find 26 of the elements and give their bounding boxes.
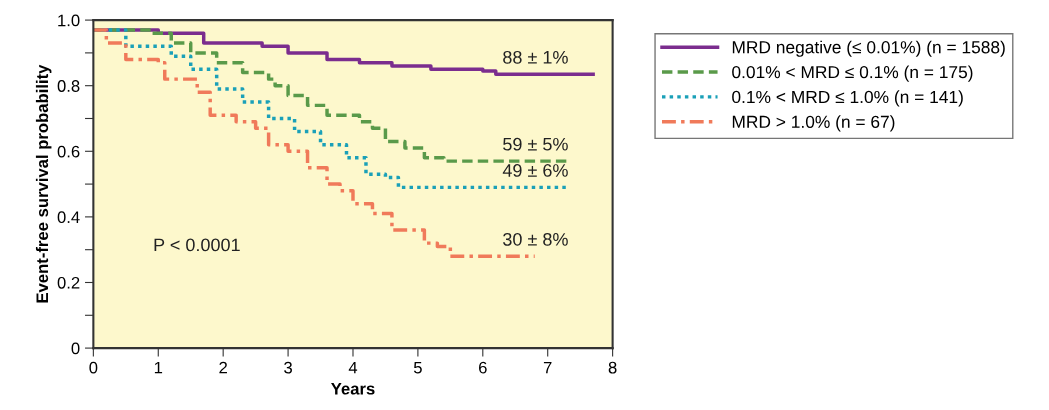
annotation: 59 ± 5%	[503, 137, 568, 151]
x-tick-label: 2	[219, 361, 227, 374]
annotation: 88 ± 1%	[503, 50, 568, 64]
x-tick-label: 7	[543, 361, 552, 374]
x-tick-label: 0	[89, 361, 98, 374]
x-tick-label: 6	[479, 361, 487, 374]
legend-label: 0.1% < MRD ≤ 1.0% (n = 141)	[732, 90, 963, 107]
x-tick-label: 5	[413, 361, 422, 374]
y-tick-label: 0.4	[57, 211, 80, 224]
annotation: P < 0.0001	[154, 238, 240, 252]
y-tick-label: 1.0	[58, 14, 80, 27]
y-tick-label: 0.6	[57, 145, 80, 158]
y-tick-label: 0.8	[57, 80, 80, 92]
legend-label: MRD negative (≤ 0.01%) (n = 1588)	[732, 40, 1005, 57]
y-tick-label: 0	[71, 342, 80, 355]
legend-label: MRD > 1.0% (n = 67)	[732, 115, 895, 132]
x-tick-label: 4	[348, 361, 358, 374]
y-axis-title: Event-free survival probability	[35, 64, 52, 303]
y-tick-label: 0.2	[57, 276, 80, 289]
x-tick-label: 1	[154, 361, 163, 374]
legend-label: 0.01% < MRD ≤ 0.1% (n = 175)	[732, 65, 973, 82]
x-axis-title: Years	[331, 382, 375, 395]
x-tick-label: 8	[608, 361, 617, 374]
annotation: 49 ± 6%	[502, 164, 568, 177]
x-tick-label: 3	[284, 361, 292, 374]
annotation: 30 ± 8%	[503, 232, 568, 246]
